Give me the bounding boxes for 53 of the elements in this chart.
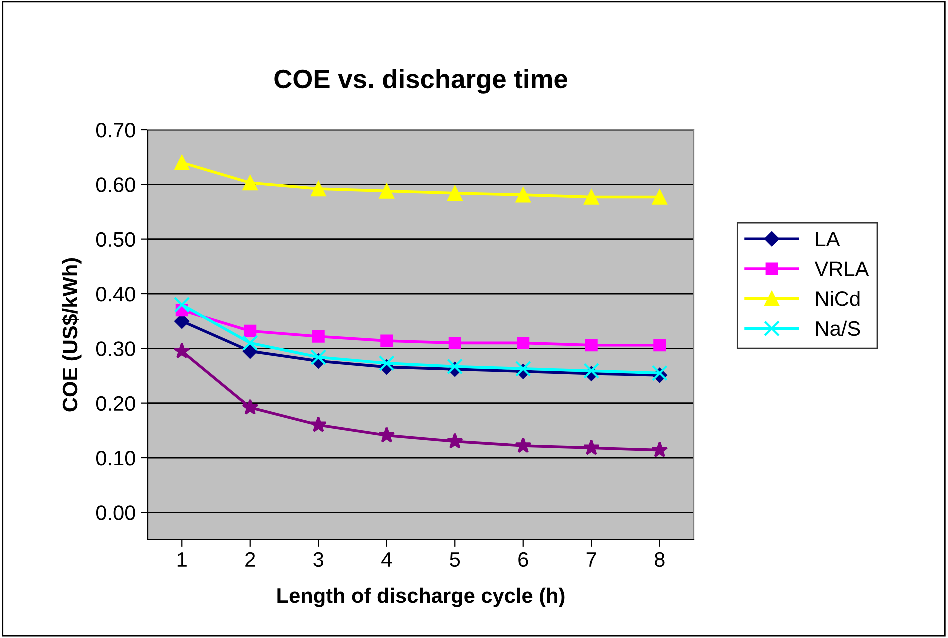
point [310,416,327,432]
x-tick-label: 6 [518,552,528,568]
point [447,358,464,375]
y-tick-label: 0.40 [96,287,136,302]
point [378,426,396,443]
x-tick-label: 5 [450,552,460,568]
y-tick-label: 0.60 [96,178,136,192]
point [515,360,532,377]
point [585,339,598,352]
legend-label: Na/S [816,320,860,336]
point [242,399,259,415]
x-tick-label: 1 [178,552,187,567]
y-axis-title: COE (US$/kWh) [62,258,82,412]
x-tick-label: 3 [314,552,324,568]
point [447,186,463,202]
point [312,330,325,343]
legend-label: LA [816,232,840,246]
point [310,181,326,197]
point [654,339,666,352]
point [517,336,530,350]
x-tick-label: 7 [586,552,596,567]
point [448,336,462,350]
y-tick-label: 0.10 [96,451,136,466]
point [244,324,257,338]
x-axis-title: Length of discharge cycle (h) [278,588,565,608]
point [516,187,532,203]
x-tick-label: 8 [654,552,665,568]
y-tick-label: 0.00 [96,506,136,520]
point [310,349,327,366]
y-tick-label: 0.30 [96,342,136,356]
point [652,442,668,458]
point [515,437,532,454]
point [446,432,464,449]
point [652,190,668,205]
point [378,355,395,372]
x-tick-label: 2 [246,552,256,567]
point [584,190,600,205]
y-tick-label: 0.50 [96,232,136,248]
legend-label: NiCd [816,291,860,306]
legend-label: VRLA [814,262,870,276]
chart-title: COE vs. discharge time [274,69,568,94]
point [242,175,258,191]
point [242,335,258,352]
y-tick-label: 0.20 [96,396,136,412]
point [379,184,395,199]
point [174,342,190,359]
x-tick-label: 4 [382,552,392,567]
point [174,155,190,170]
y-tick-label: 0.70 [96,123,136,138]
point [174,296,190,313]
point [583,439,600,456]
point [584,363,600,380]
point [380,334,394,348]
